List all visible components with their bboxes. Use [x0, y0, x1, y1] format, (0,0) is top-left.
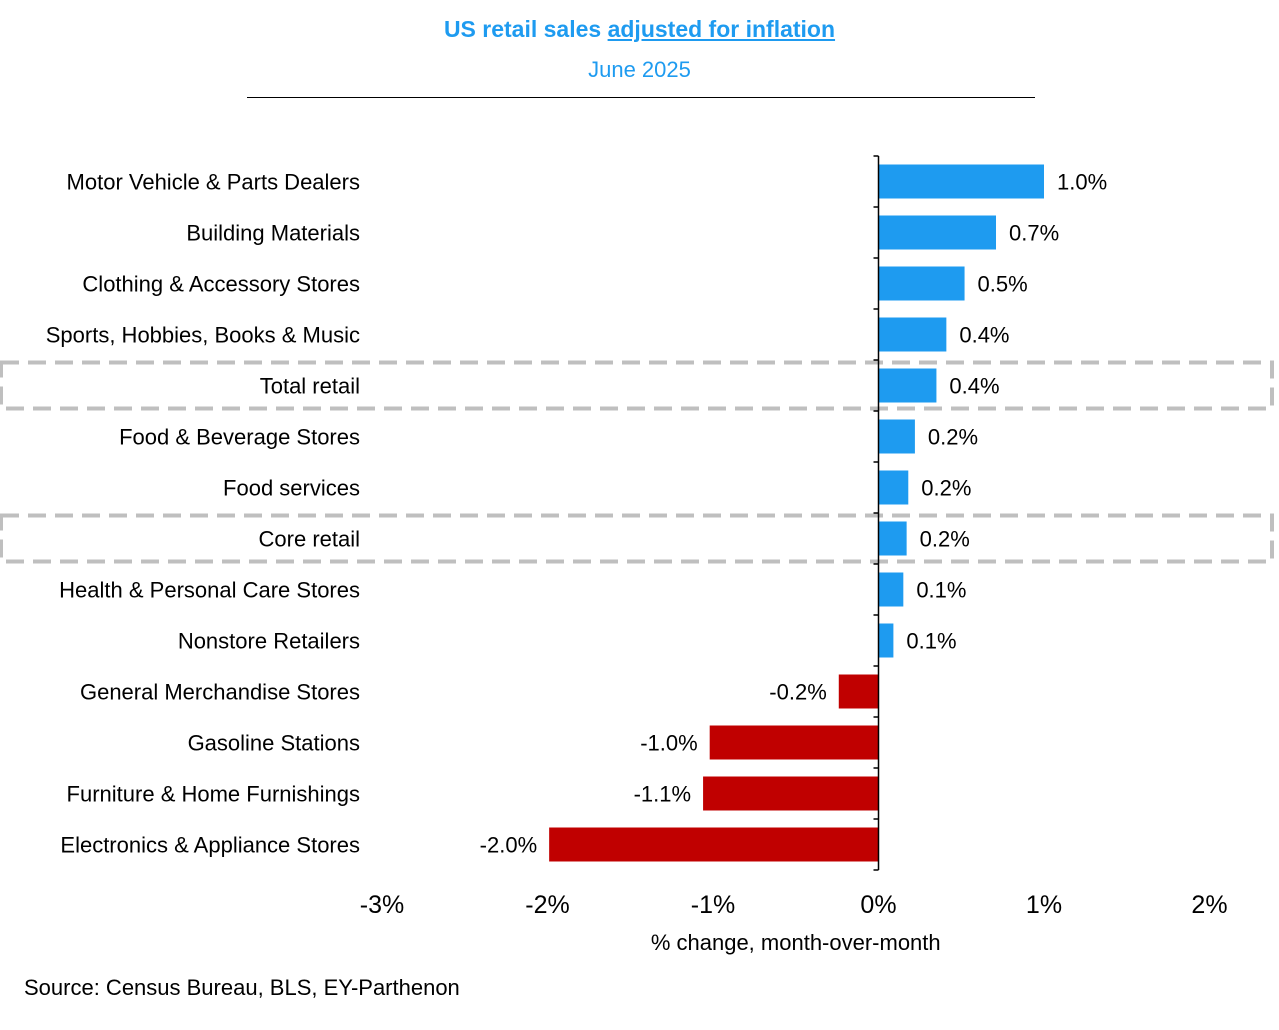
x-tick-label: 0% [860, 891, 896, 919]
data-label: 0.1% [906, 629, 956, 654]
category-label: Motor Vehicle & Parts Dealers [67, 170, 360, 195]
category-label: General Merchandise Stores [80, 680, 360, 705]
bar-furniture-home-furnishings [703, 776, 879, 811]
category-label: Core retail [259, 527, 360, 552]
bar-food-beverage-stores [878, 419, 915, 454]
highlight-box-core-retail [0, 513, 1274, 564]
bar-clothing-accessory-stores [878, 266, 965, 301]
category-label: Furniture & Home Furnishings [67, 782, 360, 807]
source-note: Source: Census Bureau, BLS, EY-Parthenon [24, 975, 460, 1000]
category-label: Gasoline Stations [188, 731, 360, 756]
data-label: 0.2% [928, 425, 978, 450]
bar-electronics-appliance-stores [549, 827, 879, 862]
x-axis-title: % change, month-over-month [651, 930, 941, 955]
category-label: Electronics & Appliance Stores [60, 833, 360, 858]
data-label: -2.0% [480, 833, 537, 858]
x-tick-label: -3% [360, 891, 404, 919]
data-label: 0.4% [959, 323, 1009, 348]
chart-title: US retail sales adjusted for inflation [0, 16, 1279, 43]
bar-gasoline-stations [709, 725, 879, 760]
data-label: -1.0% [640, 731, 697, 756]
title-divider [247, 97, 1035, 98]
x-tick-label: 2% [1191, 891, 1227, 919]
data-label: 0.7% [1009, 221, 1059, 246]
chart-title-plain: US retail sales [443, 16, 608, 42]
category-label: Nonstore Retailers [178, 629, 360, 654]
bar-sports-hobbies-books-music [878, 317, 947, 352]
data-label: 0.4% [949, 374, 999, 399]
category-label: Food & Beverage Stores [119, 425, 360, 450]
data-label: 1.0% [1057, 170, 1107, 195]
bar-motor-vehicle-parts-dealers [878, 164, 1044, 199]
bar-building-materials [878, 215, 997, 250]
x-tick-label: -1% [691, 891, 735, 919]
bar-core-retail [878, 521, 907, 556]
category-label: Food services [223, 476, 360, 501]
category-label: Building Materials [186, 221, 360, 246]
category-label: Total retail [260, 374, 360, 399]
data-label: 0.2% [921, 476, 971, 501]
bar-nonstore-retailers [878, 623, 894, 658]
data-label: -1.1% [634, 782, 691, 807]
chart-title-underlined: adjusted for inflation [607, 16, 836, 42]
x-tick-label: -2% [525, 891, 569, 919]
bar-food-services [878, 470, 909, 505]
bar-total-retail [878, 368, 937, 403]
highlight-box-total-retail [0, 360, 1274, 411]
bar-general-merchandise-stores [838, 674, 879, 709]
category-label: Health & Personal Care Stores [59, 578, 360, 603]
data-label: 0.5% [978, 272, 1028, 297]
category-label: Clothing & Accessory Stores [82, 272, 360, 297]
category-label: Sports, Hobbies, Books & Music [46, 323, 360, 348]
chart-subtitle: June 2025 [588, 57, 691, 82]
data-label: 0.1% [916, 578, 966, 603]
x-tick-label: 1% [1026, 891, 1062, 919]
bar-health-personal-care-stores [878, 572, 904, 607]
data-label: -0.2% [769, 680, 826, 705]
data-label: 0.2% [920, 527, 970, 552]
